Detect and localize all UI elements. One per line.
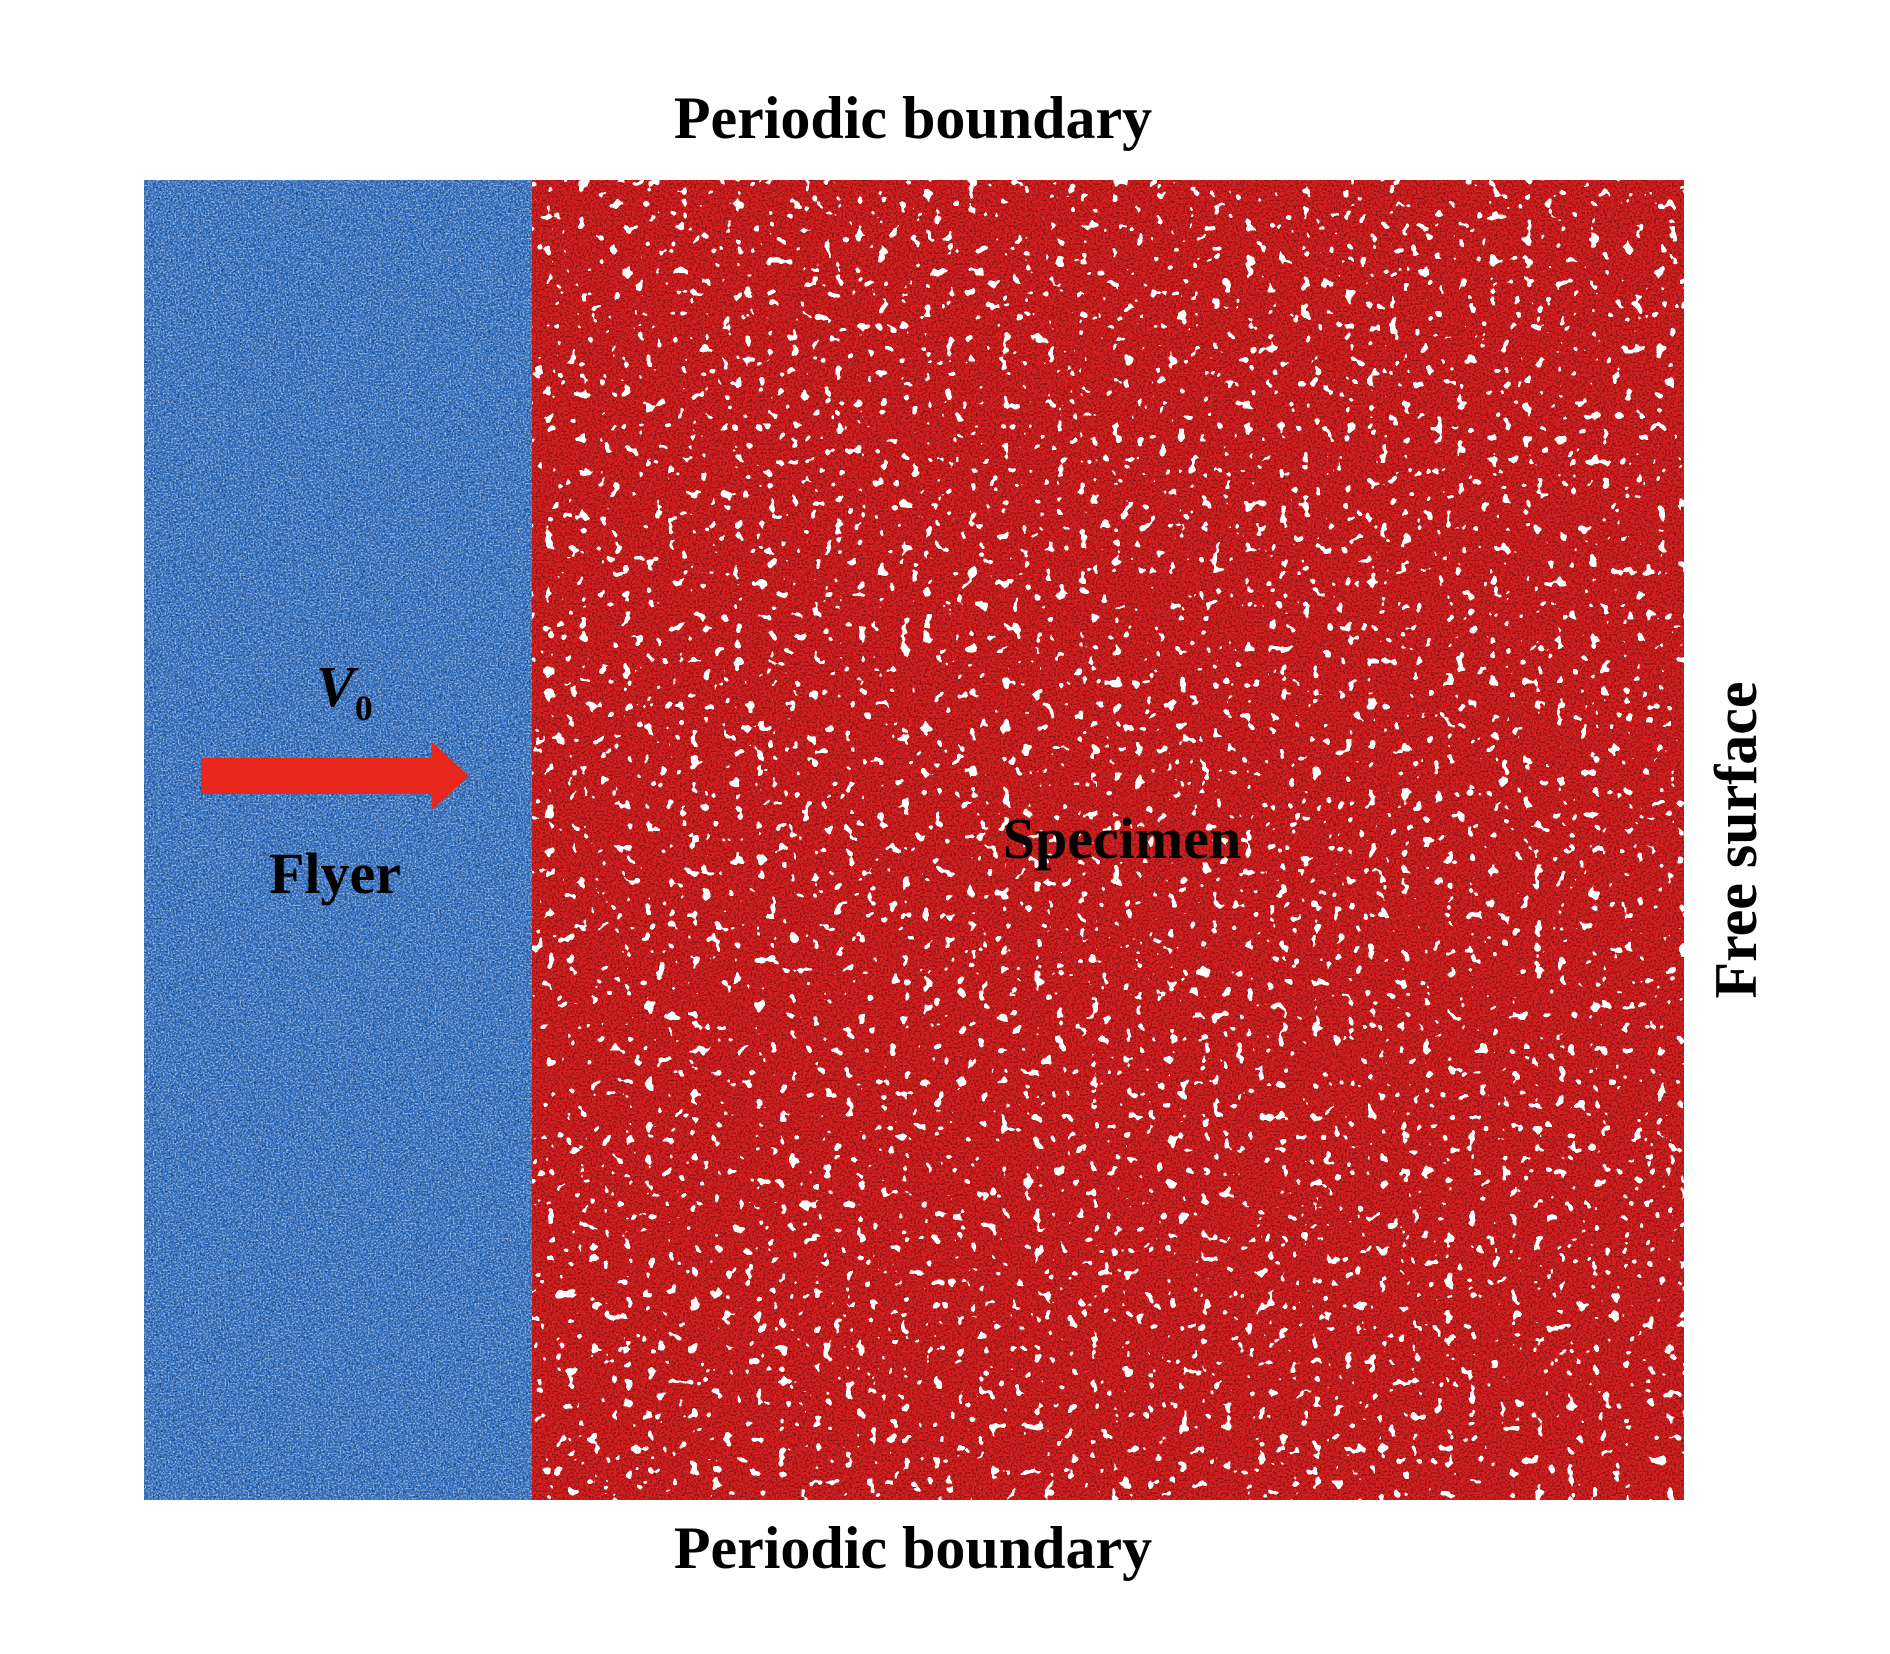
specimen-label: Specimen (1003, 806, 1241, 871)
flyer-region (144, 180, 532, 1500)
flyer-label: Flyer (269, 841, 401, 906)
velocity-symbol: V (316, 654, 359, 719)
right-label: Free surface (1703, 681, 1769, 998)
bottom-label: Periodic boundary (674, 1515, 1152, 1581)
top-label: Periodic boundary (674, 85, 1152, 151)
velocity-subscript: 0 (355, 688, 373, 728)
specimen-region (532, 180, 1684, 1500)
velocity-label: V0 (316, 654, 373, 728)
velocity-arrow (201, 742, 469, 810)
